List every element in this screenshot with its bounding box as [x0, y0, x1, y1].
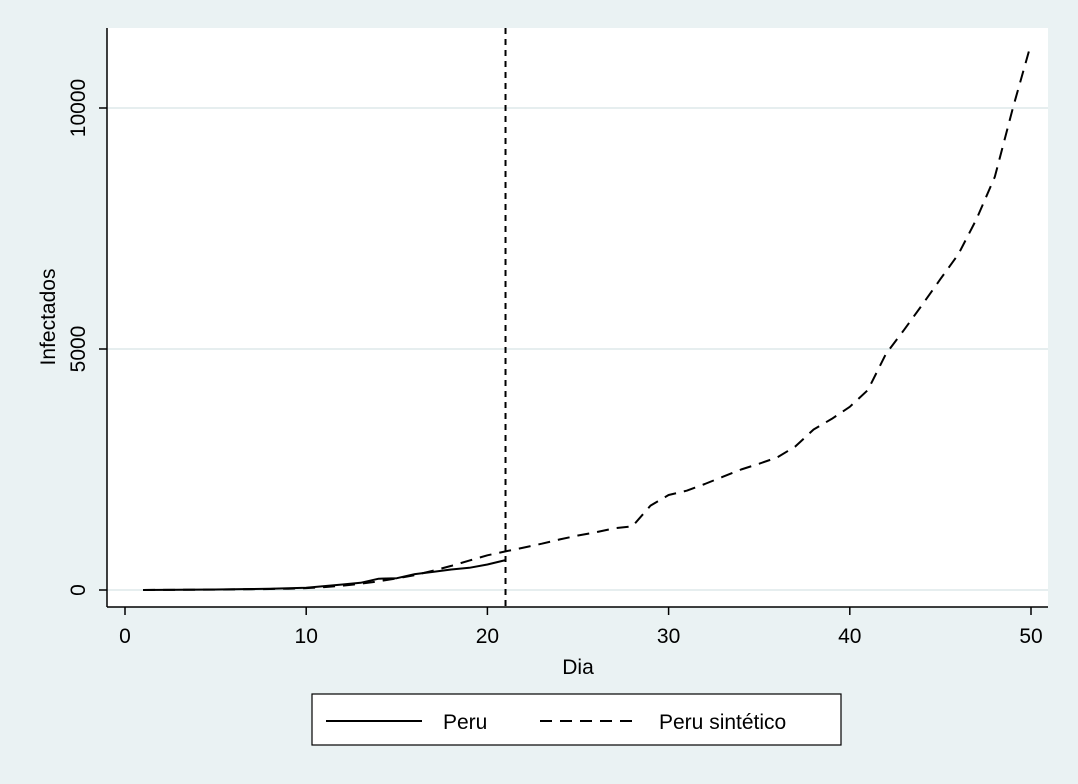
y-axis-title: Infectados	[37, 269, 60, 366]
x-ticks: 0 10 20 30 40 50	[119, 607, 1043, 648]
y-ticks: 0 5000 10000	[67, 79, 107, 596]
plot-area	[107, 28, 1048, 607]
legend-box	[311, 693, 842, 746]
x-tick-label-40: 40	[838, 625, 861, 648]
y-tick-label-0: 0	[67, 584, 90, 596]
y-tick-label-5000: 5000	[67, 326, 90, 373]
x-axis-title: Dia	[562, 656, 594, 679]
legend-label-peru-sintetico: Peru sintético	[659, 711, 786, 734]
x-tick-label-20: 20	[476, 625, 499, 648]
series-line-1	[143, 43, 1032, 591]
legend-label-peru: Peru	[443, 711, 487, 734]
y-tick-label-10000: 10000	[67, 79, 90, 137]
legend: Peru Peru sintético	[311, 693, 842, 746]
x-tick-label-10: 10	[295, 625, 318, 648]
series-group	[143, 43, 1032, 591]
x-tick-label-0: 0	[119, 625, 131, 648]
x-tick-label-50: 50	[1019, 625, 1042, 648]
x-tick-label-30: 30	[657, 625, 680, 648]
